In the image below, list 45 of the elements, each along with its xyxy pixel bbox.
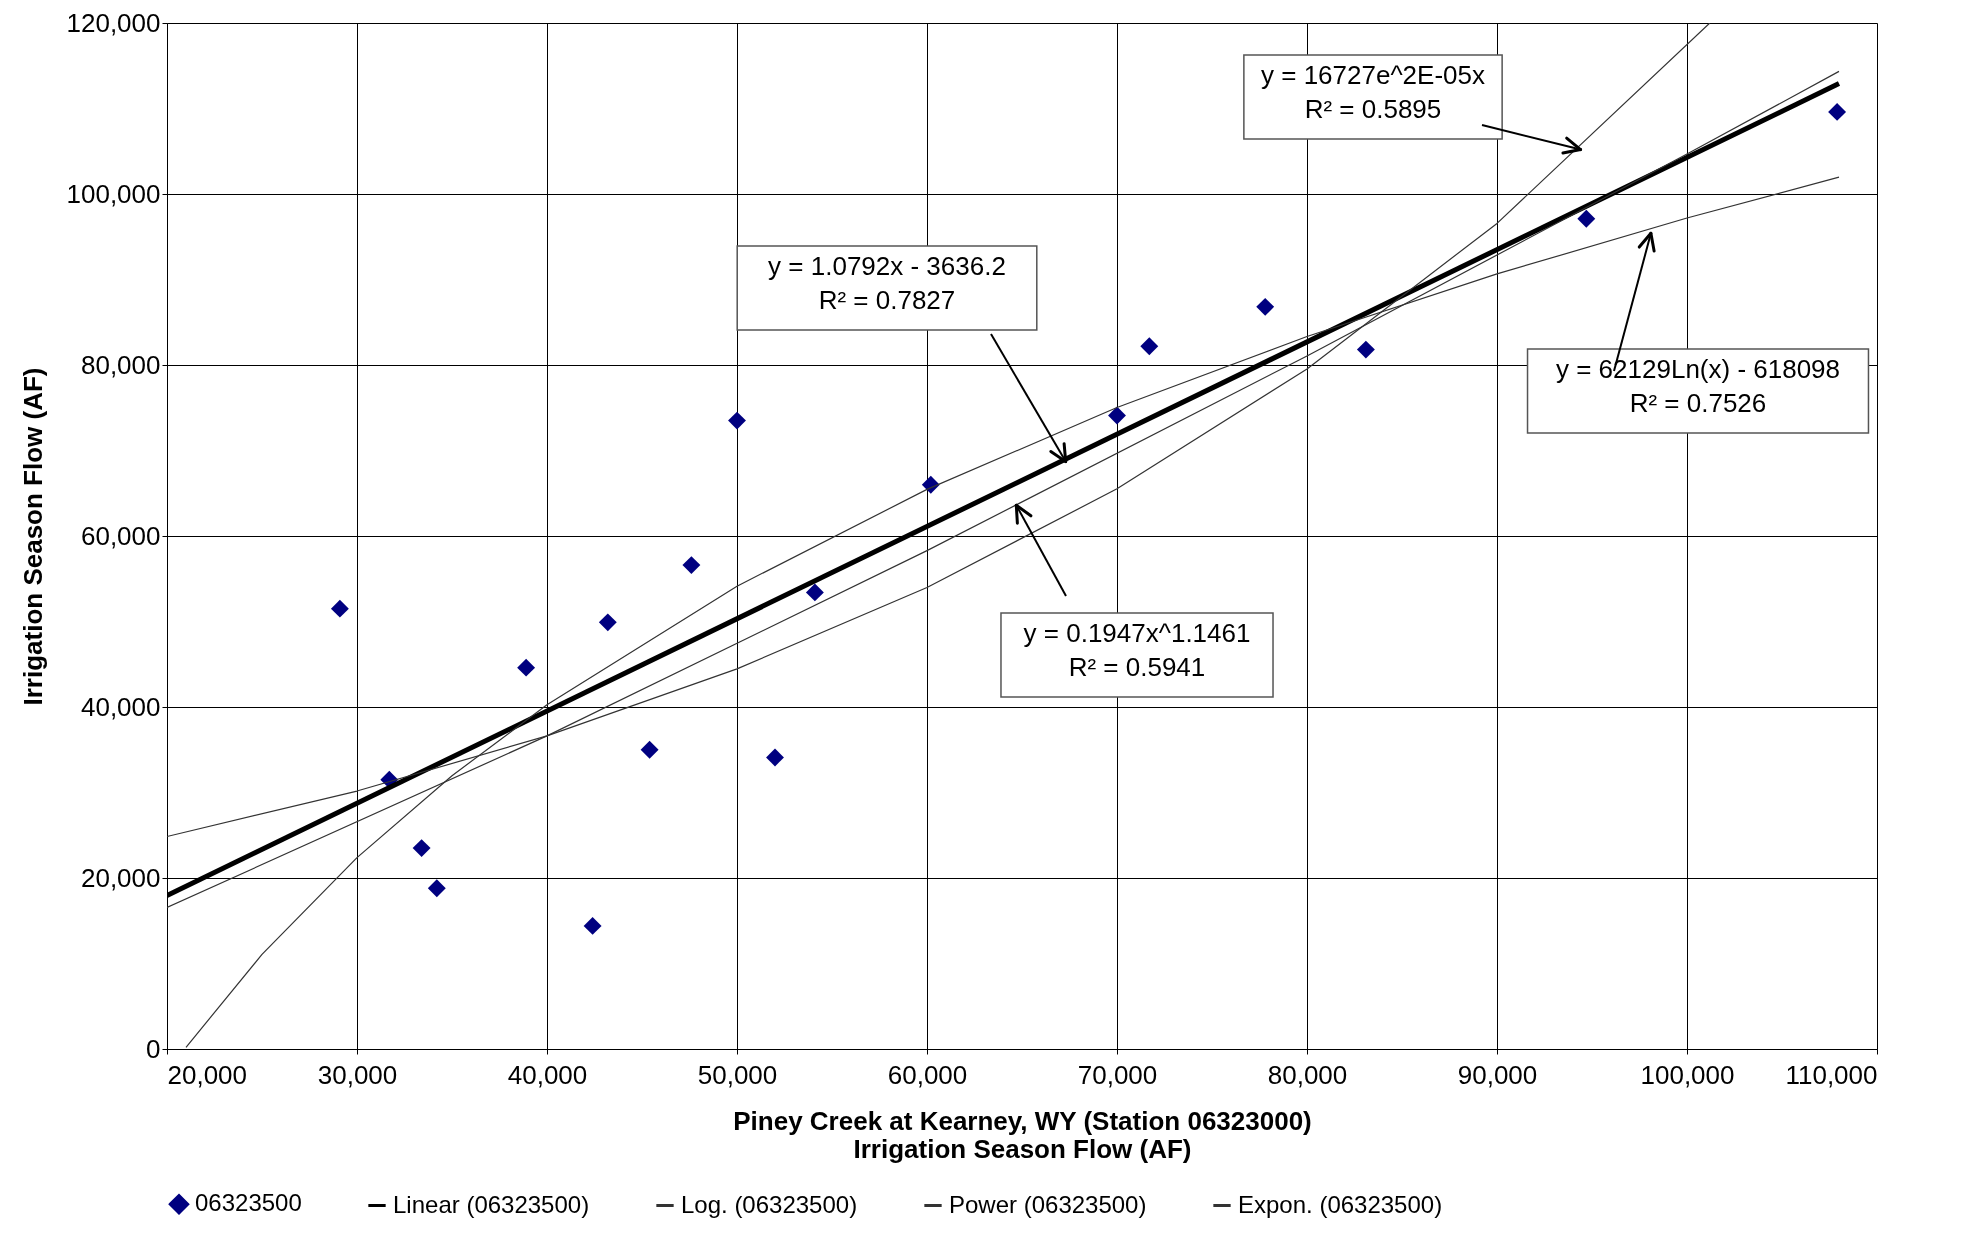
- y-tick-label: 20,000: [80, 862, 161, 893]
- y-tick-label: 120,000: [66, 7, 161, 38]
- point: [517, 658, 536, 677]
- legend-label: Expon. (06323500): [1238, 1190, 1443, 1218]
- point: [1140, 337, 1159, 356]
- annotation: y = 16727e^2E-05x R² = 0.5895: [1261, 60, 1485, 124]
- annotation: y = 0.1947x^1.1461 R² = 0.5941: [1023, 618, 1251, 682]
- point: [427, 879, 446, 898]
- y-tick-label: 100,000: [66, 178, 161, 209]
- point: [583, 916, 602, 935]
- annotation: y = 62129Ln(x) - 618098 R² = 0.7526: [1555, 354, 1841, 418]
- point: [598, 613, 617, 632]
- y-tick-label: 60,000: [80, 520, 161, 551]
- point: [1356, 340, 1375, 359]
- x-tick-label: 50,000: [697, 1059, 778, 1090]
- x-tick-label: 40,000: [507, 1059, 588, 1090]
- x-tick-label: 70,000: [1077, 1059, 1158, 1090]
- legend-label: Linear (06323500): [393, 1190, 590, 1218]
- x-axis-title: Piney Creek at Kearney, WY (Station 06323000) Irrigation Season Flow (AF): [733, 1105, 1312, 1164]
- x-tick-label: 100,000: [1640, 1059, 1735, 1090]
- point: [412, 839, 431, 858]
- point: [805, 583, 824, 602]
- point: [766, 748, 784, 767]
- point: [728, 411, 746, 430]
- point: [640, 740, 659, 759]
- y-axis-title: Irrigation Season Flow (AF): [17, 367, 48, 706]
- point: [1256, 297, 1275, 316]
- x-tick-label: 60,000: [887, 1059, 968, 1090]
- y-tick-label: 0: [146, 1033, 161, 1064]
- point: [682, 556, 701, 575]
- point: [1108, 406, 1126, 425]
- annotation: y = 1.0792x - 3636.2 R² = 0.7827: [768, 251, 1006, 315]
- legend-label: 06323500: [195, 1189, 302, 1217]
- x-tick-label: 30,000: [317, 1059, 398, 1090]
- point: [1828, 102, 1847, 121]
- y-tick-label: 80,000: [80, 349, 161, 380]
- x-tick-label: 20,000: [167, 1059, 248, 1090]
- x-tick-label: 90,000: [1457, 1059, 1538, 1090]
- point: [1577, 209, 1596, 228]
- x-tick-label: 110,000: [1785, 1059, 1878, 1090]
- legend-label: Power (06323500): [949, 1190, 1147, 1218]
- point: [330, 599, 349, 618]
- y-tick-label: 40,000: [80, 691, 161, 722]
- x-tick-label: 80,000: [1267, 1059, 1348, 1090]
- legend-label: Log. (06323500): [681, 1190, 858, 1218]
